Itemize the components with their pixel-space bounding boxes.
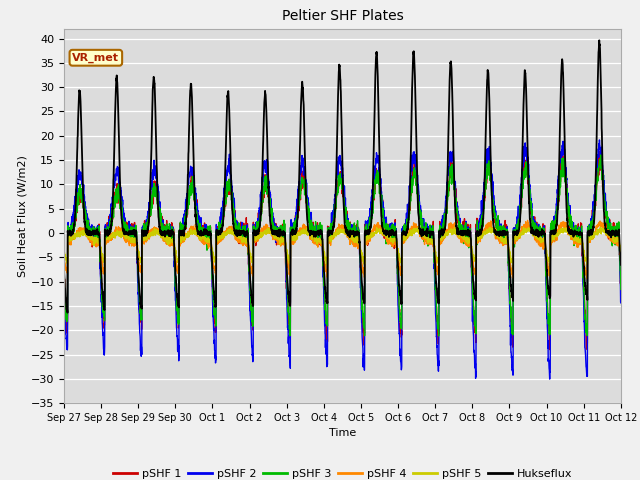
pSHF 4 bbox=[274, 236, 282, 242]
pSHF 1 bbox=[274, 230, 282, 236]
pSHF 4 bbox=[617, 257, 625, 263]
Text: VR_met: VR_met bbox=[72, 53, 119, 63]
pSHF 5 bbox=[124, 233, 131, 239]
Hukseflux bbox=[595, 37, 603, 43]
pSHF 4 bbox=[60, 252, 68, 258]
pSHF 2 bbox=[546, 376, 554, 382]
pSHF 4 bbox=[524, 217, 531, 223]
pSHF 3 bbox=[546, 331, 554, 336]
pSHF 2 bbox=[298, 165, 305, 170]
pSHF 5 bbox=[547, 255, 554, 261]
pSHF 5 bbox=[397, 262, 405, 268]
Hukseflux bbox=[124, 231, 132, 237]
pSHF 5 bbox=[274, 235, 282, 240]
Hukseflux bbox=[274, 233, 282, 239]
Line: pSHF 1: pSHF 1 bbox=[64, 151, 621, 349]
pSHF 3 bbox=[124, 223, 131, 228]
Hukseflux bbox=[606, 229, 614, 235]
pSHF 5 bbox=[298, 231, 305, 237]
pSHF 4 bbox=[583, 276, 591, 281]
pSHF 1 bbox=[596, 148, 604, 154]
pSHF 3 bbox=[435, 333, 442, 339]
pSHF 1 bbox=[546, 335, 554, 340]
pSHF 4 bbox=[606, 237, 614, 242]
pSHF 5 bbox=[617, 247, 625, 252]
Title: Peltier SHF Plates: Peltier SHF Plates bbox=[282, 10, 403, 24]
pSHF 1 bbox=[124, 234, 131, 240]
Hukseflux bbox=[298, 84, 306, 90]
Hukseflux bbox=[617, 262, 625, 268]
Hukseflux bbox=[64, 310, 72, 315]
Hukseflux bbox=[157, 228, 164, 234]
Line: pSHF 2: pSHF 2 bbox=[64, 140, 621, 379]
pSHF 3 bbox=[597, 152, 605, 158]
pSHF 1 bbox=[298, 169, 305, 175]
pSHF 2 bbox=[60, 293, 68, 299]
pSHF 3 bbox=[606, 225, 614, 231]
pSHF 5 bbox=[60, 249, 68, 254]
X-axis label: Time: Time bbox=[329, 429, 356, 438]
Line: Hukseflux: Hukseflux bbox=[64, 40, 621, 312]
pSHF 1 bbox=[157, 216, 164, 221]
pSHF 4 bbox=[546, 270, 554, 276]
pSHF 5 bbox=[157, 231, 164, 237]
Y-axis label: Soil Heat Flux (W/m2): Soil Heat Flux (W/m2) bbox=[18, 155, 28, 277]
pSHF 1 bbox=[617, 290, 625, 296]
pSHF 2 bbox=[617, 300, 625, 306]
pSHF 2 bbox=[606, 228, 614, 233]
pSHF 3 bbox=[274, 229, 282, 235]
pSHF 4 bbox=[298, 227, 305, 232]
pSHF 4 bbox=[124, 238, 131, 244]
pSHF 2 bbox=[124, 228, 131, 234]
pSHF 3 bbox=[60, 268, 68, 274]
pSHF 4 bbox=[157, 231, 164, 237]
pSHF 1 bbox=[606, 228, 614, 234]
pSHF 2 bbox=[157, 213, 164, 218]
Line: pSHF 3: pSHF 3 bbox=[64, 155, 621, 336]
Hukseflux bbox=[60, 268, 68, 274]
pSHF 2 bbox=[596, 137, 604, 143]
pSHF 1 bbox=[60, 283, 68, 289]
pSHF 3 bbox=[298, 180, 305, 185]
pSHF 3 bbox=[157, 214, 164, 219]
pSHF 1 bbox=[546, 347, 554, 352]
pSHF 2 bbox=[546, 369, 554, 375]
Hukseflux bbox=[546, 294, 554, 300]
pSHF 5 bbox=[606, 233, 614, 239]
Line: pSHF 5: pSHF 5 bbox=[64, 227, 621, 265]
Legend: pSHF 1, pSHF 2, pSHF 3, pSHF 4, pSHF 5, Hukseflux: pSHF 1, pSHF 2, pSHF 3, pSHF 4, pSHF 5, … bbox=[108, 465, 577, 480]
pSHF 2 bbox=[274, 227, 282, 232]
pSHF 3 bbox=[617, 287, 625, 292]
pSHF 5 bbox=[415, 224, 422, 230]
Line: pSHF 4: pSHF 4 bbox=[64, 220, 621, 278]
